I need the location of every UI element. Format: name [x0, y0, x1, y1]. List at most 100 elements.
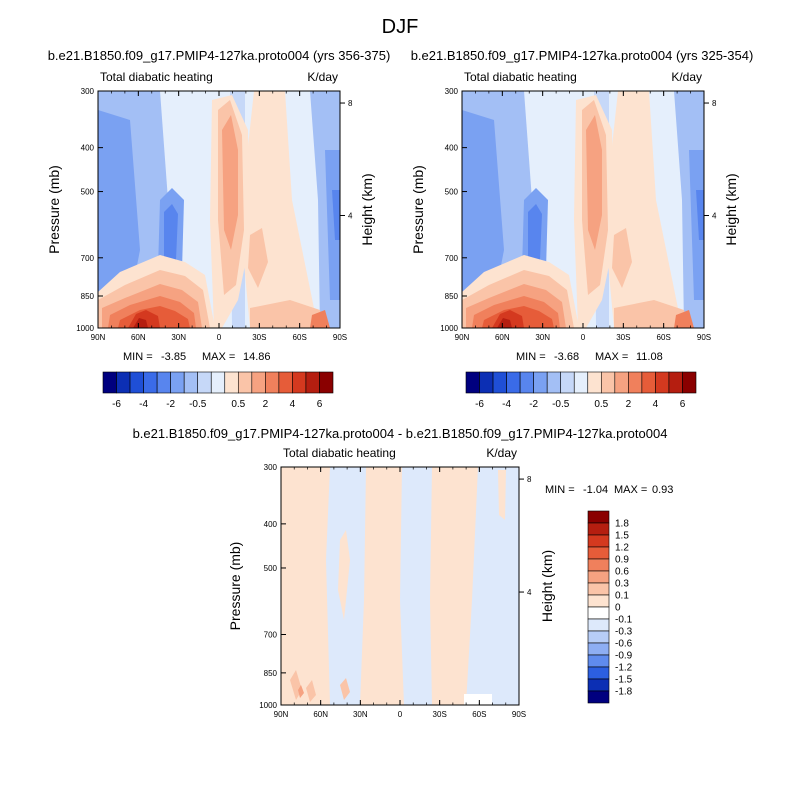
colorbar-label: -0.5: [552, 399, 570, 410]
colorbar-label: -6: [475, 399, 484, 410]
y-right-tick-label: 4: [527, 588, 532, 597]
colorbar-box: [183, 371, 199, 394]
colorbar-label: 0.3: [615, 579, 629, 590]
colorbar-box: [682, 371, 697, 394]
colorbar-box: [197, 371, 212, 394]
panel-left-variable-label: Total diabatic heating: [100, 70, 213, 84]
colorbar-label: -2: [166, 399, 175, 410]
colorbar-label: -0.3: [615, 627, 633, 638]
colorbar-box: [587, 678, 610, 692]
panel-right-max-label: MAX =: [595, 351, 628, 363]
panel-left-min-value: -3.85: [161, 351, 186, 363]
colorbar-box: [628, 371, 643, 394]
y-tick-label: 500: [81, 188, 95, 197]
colorbar-box: [278, 371, 293, 394]
colorbar-box: [292, 371, 307, 394]
colorbar-box: [237, 371, 253, 394]
y-right-tick-label: 8: [527, 475, 532, 484]
x-tick-label: 60N: [131, 333, 146, 342]
colorbar-box: [587, 690, 610, 704]
colorbar-label: -4: [139, 399, 148, 410]
panel-right: b.e21.B1850.f09_g17.PMIP4-127ka.proto004…: [410, 48, 753, 410]
x-tick-label: 30N: [171, 333, 186, 342]
y-tick-label: 1000: [259, 701, 277, 710]
panel-right-axes: 90N 60N 30N 0 30S 60S 90S 300 400 500 700 850 1000 8 4: [440, 87, 717, 342]
colorbar-box: [587, 582, 610, 596]
colorbar-box: [587, 642, 610, 656]
colorbar-label: 0.9: [615, 555, 629, 566]
colorbar-label: 0.5: [594, 399, 608, 410]
x-tick-label: 90N: [274, 710, 289, 719]
colorbar-label: -0.1: [615, 615, 633, 626]
x-tick-label: 30S: [433, 710, 447, 719]
panel-difference-ylabel-right: Height (km): [539, 550, 555, 622]
y-tick-label: 700: [81, 254, 95, 263]
colorbar-label: 1.5: [615, 531, 629, 542]
colorbar-box: [587, 522, 610, 536]
colorbar-box: [614, 371, 629, 394]
panel-difference-title: b.e21.B1850.f09_g17.PMIP4-127ka.proto004…: [133, 426, 668, 441]
colorbar-box: [587, 654, 610, 668]
colorbar-box: [587, 510, 610, 524]
colorbar-box: [492, 371, 507, 394]
colorbar-box: [600, 371, 616, 394]
colorbar-box: [305, 371, 320, 394]
panel-difference-contour-field: [281, 467, 519, 705]
panel-right-contour-field: [462, 91, 704, 328]
colorbar-label: 6: [680, 399, 686, 410]
x-tick-label: 60S: [472, 710, 486, 719]
panel-left-colorbar: -6 -4 -2 -0.5 0.5 2 4 6: [102, 371, 334, 410]
colorbar-label: 0.1: [615, 591, 629, 602]
colorbar-box: [573, 371, 589, 394]
x-tick-label: 30S: [252, 333, 266, 342]
colorbar-box: [129, 371, 144, 394]
panel-left-units-label: K/day: [307, 70, 338, 84]
colorbar-box: [170, 371, 185, 394]
colorbar-label: -2: [529, 399, 538, 410]
colorbar-box: [479, 371, 494, 394]
panel-right-min-value: -3.68: [554, 351, 579, 363]
colorbar-label: -4: [502, 399, 511, 410]
panel-left-contour-field: [98, 91, 340, 328]
x-tick-label: 60S: [657, 333, 671, 342]
panel-left-max-value: 14.86: [243, 351, 271, 363]
panel-difference-min-value: -1.04: [583, 484, 608, 496]
panel-difference-axes: 90N 60N 30N 0 30S 60S 90S 300 400 500 700 850 1000 8 4: [259, 463, 532, 719]
colorbar-box: [655, 371, 670, 394]
colorbar-box: [210, 371, 226, 394]
colorbar-box: [143, 371, 158, 394]
y-right-tick-label: 4: [348, 212, 353, 221]
colorbar-label: -0.9: [615, 651, 633, 662]
x-tick-label: 90N: [455, 333, 470, 342]
colorbar-label: 0: [615, 603, 621, 614]
x-tick-label: 0: [217, 333, 222, 342]
colorbar-box: [224, 371, 239, 394]
y-tick-label: 700: [445, 254, 459, 263]
colorbar-box: [641, 371, 656, 394]
y-tick-label: 400: [81, 144, 95, 153]
colorbar-box: [533, 371, 548, 394]
colorbar-box: [587, 666, 610, 680]
panel-left-ylabel-right: Height (km): [359, 173, 375, 245]
y-tick-label: 1000: [76, 324, 94, 333]
y-right-tick-label: 4: [712, 212, 717, 221]
y-right-tick-label: 8: [712, 99, 717, 108]
y-tick-label: 300: [81, 87, 95, 96]
panel-left-ylabel: Pressure (mb): [46, 165, 62, 254]
x-tick-label: 30N: [353, 710, 368, 719]
x-tick-label: 60N: [313, 710, 328, 719]
panel-right-ylabel: Pressure (mb): [410, 165, 426, 254]
colorbar-box: [587, 570, 610, 584]
panel-difference-variable-label: Total diabatic heating: [283, 446, 396, 460]
panel-difference-max-value: 0.93: [652, 484, 673, 496]
y-tick-label: 850: [81, 292, 95, 301]
colorbar-label: 4: [290, 399, 296, 410]
colorbar-box: [587, 371, 602, 394]
panel-difference-colorbar: 1.81.51.20.90.60.30.10-0.1-0.3-0.6-0.9-1…: [587, 510, 633, 704]
colorbar-box: [506, 371, 521, 394]
colorbar-label: -1.2: [615, 663, 633, 674]
panel-difference: b.e21.B1850.f09_g17.PMIP4-127ka.proto004…: [133, 426, 674, 719]
y-tick-label: 850: [445, 292, 459, 301]
colorbar-box: [116, 371, 131, 394]
